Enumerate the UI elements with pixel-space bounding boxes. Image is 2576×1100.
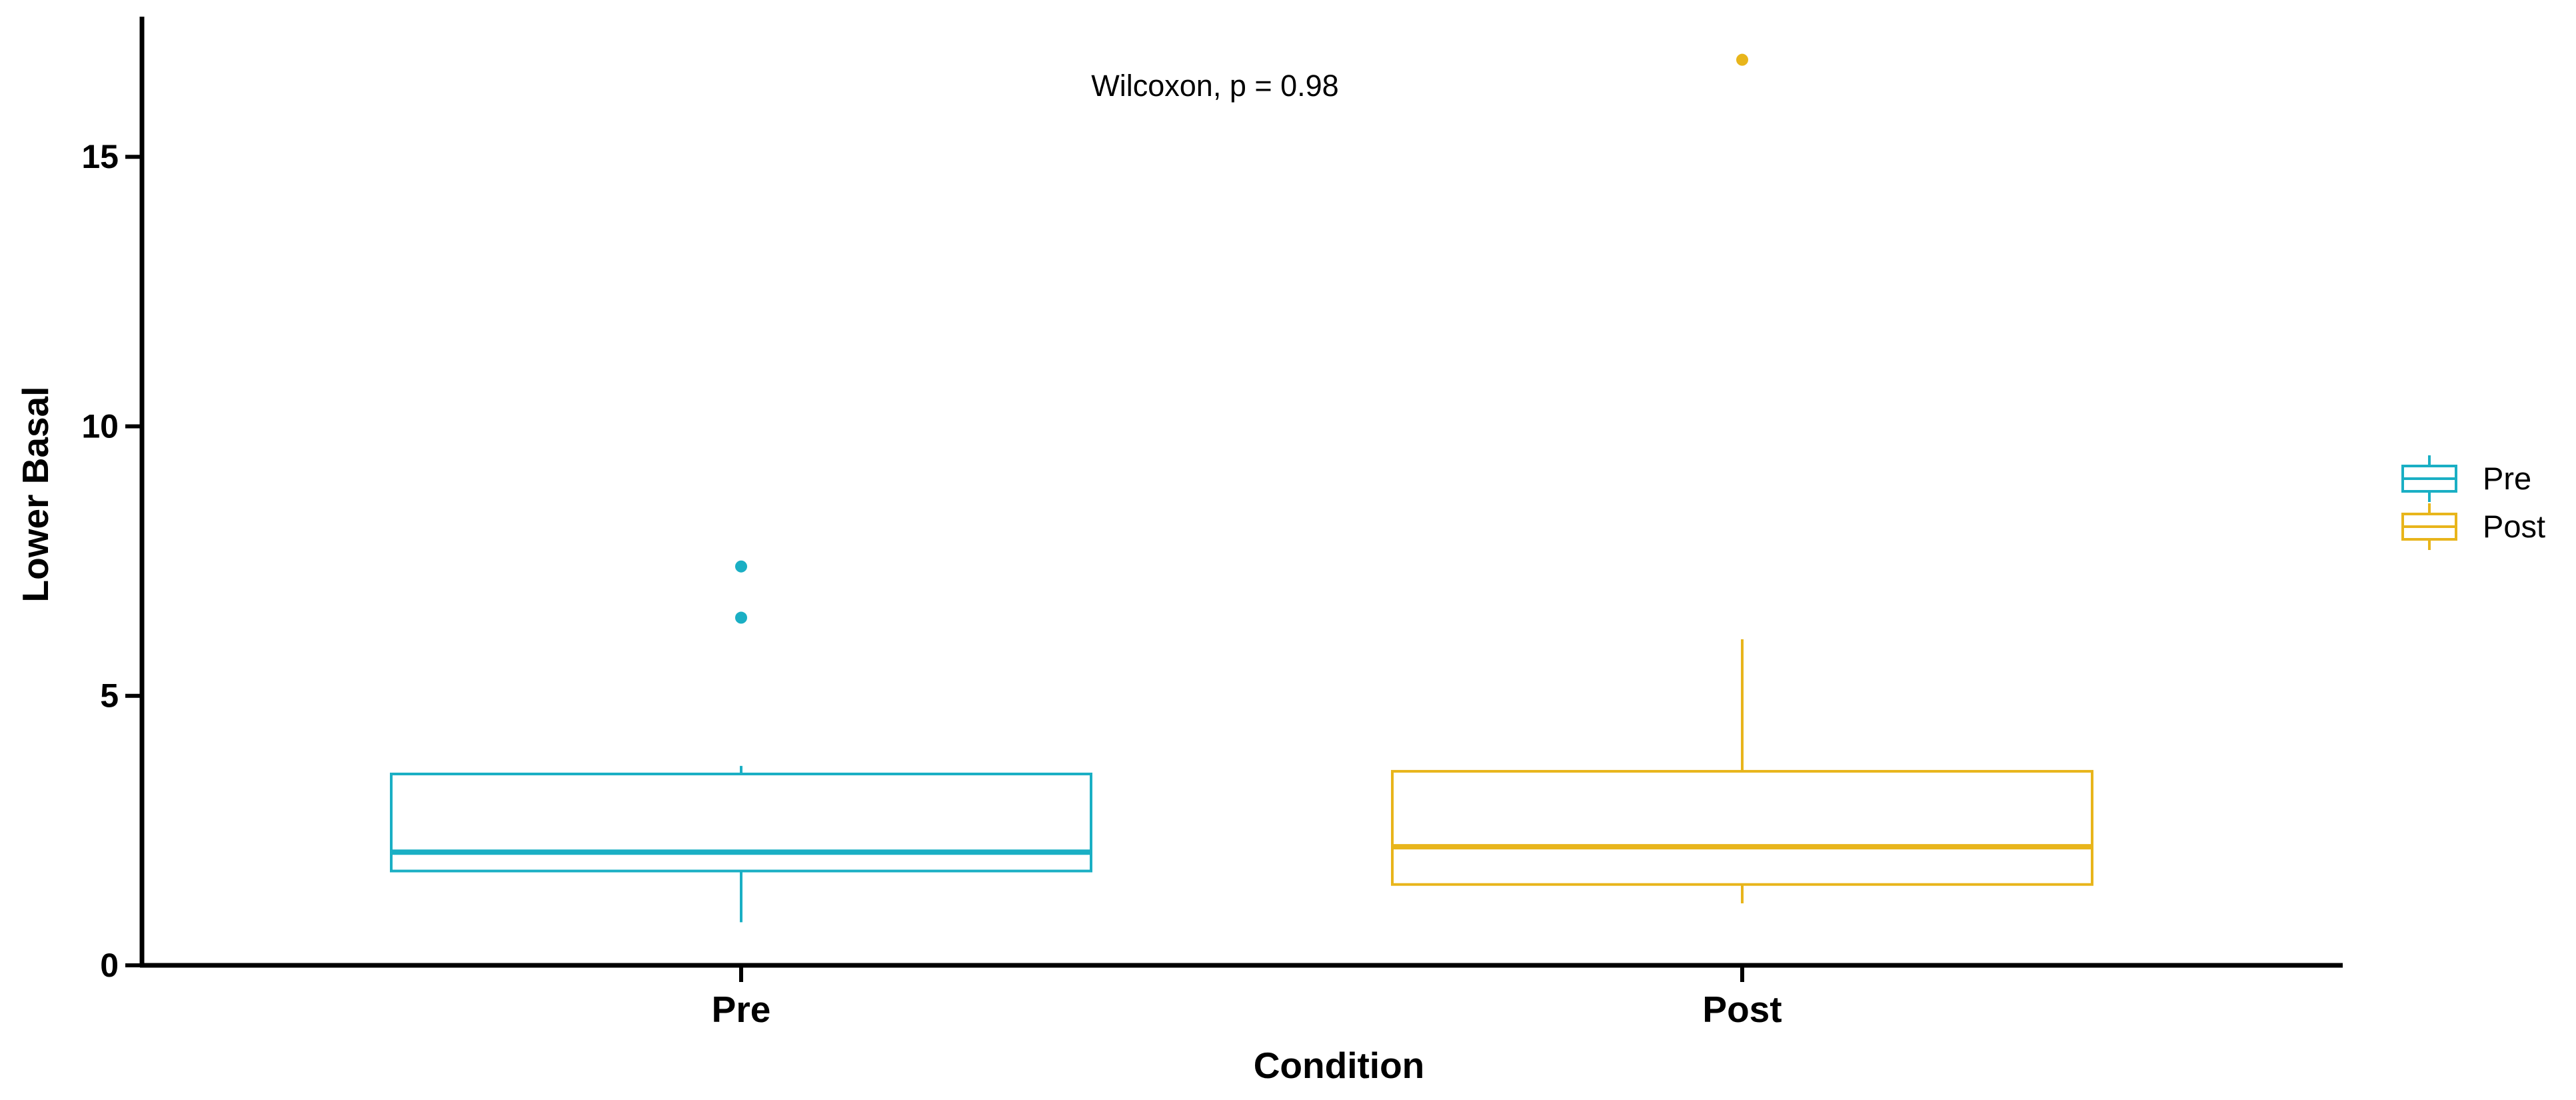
outlier-pre-1 [735,560,747,573]
legend-label-pre: Pre [2483,461,2531,496]
y-tick-label-15: 15 [81,138,119,175]
box-rect-post [1391,769,2093,886]
box-post [1391,53,2093,904]
legend: Pre Post [2401,455,2545,550]
legend-item-pre: Pre [2401,455,2531,502]
y-axis-title: Lower Basal [15,386,56,602]
box-pre [390,560,1092,923]
legend-item-post: Post [2401,503,2545,550]
annotation-0: Wilcoxon, p = 0.98 [1091,69,1338,103]
x-axis-title: Condition [1254,1045,1425,1086]
axes: 0 5 10 15 Pre Post Condition Lower Basal [15,17,2343,1086]
outlier-pre-0 [735,611,747,624]
outlier-post-0 [1736,53,1748,66]
x-tick-label-pre: Pre [712,989,771,1030]
y-tick-label-10: 10 [81,407,119,445]
box-rect-pre [390,772,1092,873]
y-tick-label-0: 0 [100,947,119,984]
boxes [390,53,2093,923]
x-tick-label-post: Post [1702,989,1782,1030]
annotations: Wilcoxon, p = 0.98 [1091,69,1338,103]
legend-label-post: Post [2483,509,2545,544]
y-tick-label-5: 5 [100,677,119,715]
